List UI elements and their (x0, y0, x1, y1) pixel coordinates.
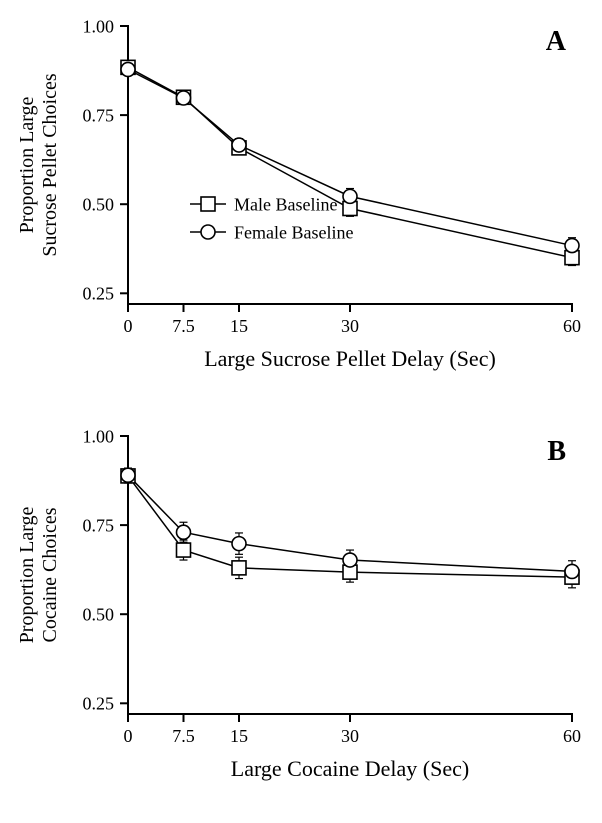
marker-circle (565, 239, 579, 253)
panel-label: B (547, 436, 566, 467)
y-tick-label: 1.00 (83, 16, 115, 36)
legend-label: Female Baseline (234, 222, 353, 242)
marker-circle (232, 537, 246, 551)
y-axis-label-line1: Proportion Large (16, 506, 38, 643)
x-tick-label: 0 (124, 726, 133, 746)
x-tick-label: 30 (341, 316, 359, 336)
y-tick-label: 0.50 (83, 605, 115, 625)
y-axis-label-line1: Proportion Large (16, 96, 38, 233)
x-tick-label: 7.5 (172, 316, 195, 336)
marker-circle (121, 468, 135, 482)
x-tick-label: 30 (341, 726, 359, 746)
marker-circle (232, 138, 246, 152)
marker-square (232, 561, 246, 575)
marker-circle (201, 225, 215, 239)
x-tick-label: 60 (563, 316, 581, 336)
chart-b-svg: 0 7.5 15 30 60 Large Cocaine Delay (Sec) 0.25 0… (0, 414, 602, 814)
x-tick-label: 7.5 (172, 726, 195, 746)
marker-circle (177, 91, 191, 105)
marker-circle (343, 553, 357, 567)
marker-circle (565, 564, 579, 578)
series-line (128, 69, 572, 245)
y-tick-label: 0.50 (83, 195, 115, 215)
marker-square (177, 543, 191, 557)
y-tick-label: 1.00 (83, 426, 115, 446)
panel-b: 0 7.5 15 30 60 Large Cocaine Delay (Sec) 0.25 0… (0, 414, 602, 814)
marker-square (201, 197, 215, 211)
y-tick-label: 0.25 (83, 694, 115, 714)
x-tick-label: 15 (230, 726, 248, 746)
marker-circle (121, 62, 135, 76)
marker-circle (343, 189, 357, 203)
marker-circle (177, 525, 191, 539)
y-axis-label-line2: Sucrose Pellet Choices (39, 73, 61, 257)
panel-label: A (546, 26, 567, 57)
x-tick-label: 0 (124, 316, 133, 336)
y-tick-label: 0.75 (83, 105, 115, 125)
chart-a-svg: 0 7.5 15 30 60 Large Sucrose Pellet Delay (Se… (0, 4, 602, 404)
panel-a: 0 7.5 15 30 60 Large Sucrose Pellet Delay (Se… (0, 4, 602, 404)
x-axis-label: Large Cocaine Delay (Sec) (231, 756, 469, 781)
y-axis-label-line2: Cocaine Choices (39, 507, 61, 642)
x-tick-label: 60 (563, 726, 581, 746)
y-tick-label: 0.75 (83, 515, 115, 535)
legend-label: Male Baseline (234, 194, 337, 214)
x-axis-label: Large Sucrose Pellet Delay (Sec) (204, 346, 496, 371)
x-tick-label: 15 (230, 316, 248, 336)
y-tick-label: 0.25 (83, 284, 115, 304)
